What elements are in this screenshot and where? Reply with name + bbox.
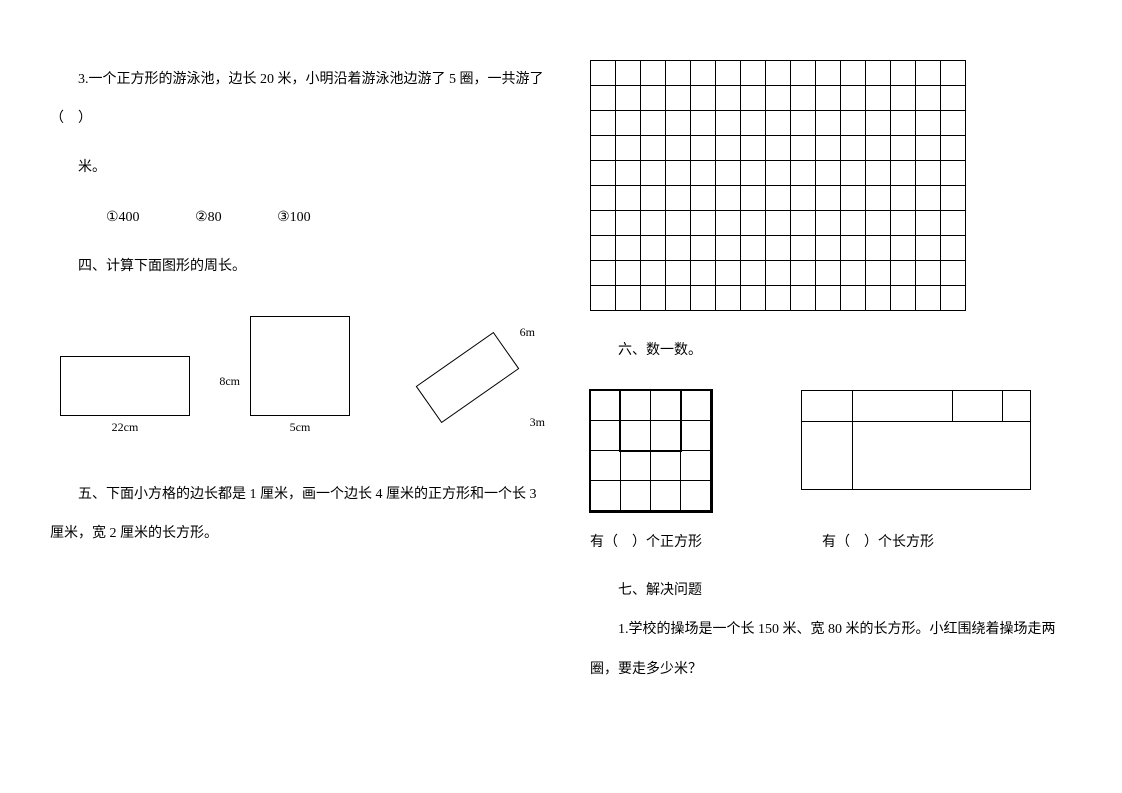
section-4-title: 四、计算下面图形的周长。	[50, 247, 550, 286]
section-6-title: 六、数一数。	[590, 331, 1072, 370]
question-7-1: 1.学校的操场是一个长 150 米、宽 80 米的长方形。小红围绕着操场走两圈，…	[590, 610, 1072, 688]
shapes-row: 8cm 22cm 5cm 6m 3m	[60, 316, 550, 435]
squares-count-label: 有（ ）个正方形	[590, 531, 702, 551]
section-5-text: 五、下面小方格的边长都是 1 厘米，画一个边长 4 厘米的正方形和一个长 3 厘…	[50, 475, 550, 553]
tilt-length-label: 6m	[520, 325, 535, 340]
sq1-width-label: 5cm	[250, 420, 350, 435]
rectangle-shape: 8cm 22cm	[60, 356, 210, 435]
option-c: ③100	[249, 198, 311, 237]
count-rectangles-figure	[801, 390, 1031, 490]
counting-labels: 有（ ）个正方形 有（ ）个长方形	[590, 531, 1072, 551]
rect1-width-label: 22cm	[60, 420, 190, 435]
count-squares-figure	[590, 390, 711, 511]
section-7-title: 七、解决问题	[590, 571, 1072, 610]
option-b: ②80	[167, 198, 222, 237]
rectangles-count-label: 有（ ）个长方形	[822, 531, 934, 551]
rect1-height-label: 8cm	[219, 374, 240, 389]
drawing-grid	[590, 60, 966, 311]
question-3: 3.一个正方形的游泳池，边长 20 米，小明沿着游泳池边游了 5 圈，一共游了（…	[50, 60, 550, 138]
option-a: ①400	[78, 198, 140, 237]
tilted-rectangle-shape: 6m 3m	[410, 325, 550, 435]
tilt-width-label: 3m	[530, 415, 545, 430]
square-shape: 5cm	[250, 316, 370, 435]
question-3-unit: 米。	[50, 148, 550, 187]
question-3-options: ①400 ②80 ③100	[50, 198, 550, 237]
counting-figures	[590, 390, 1072, 511]
